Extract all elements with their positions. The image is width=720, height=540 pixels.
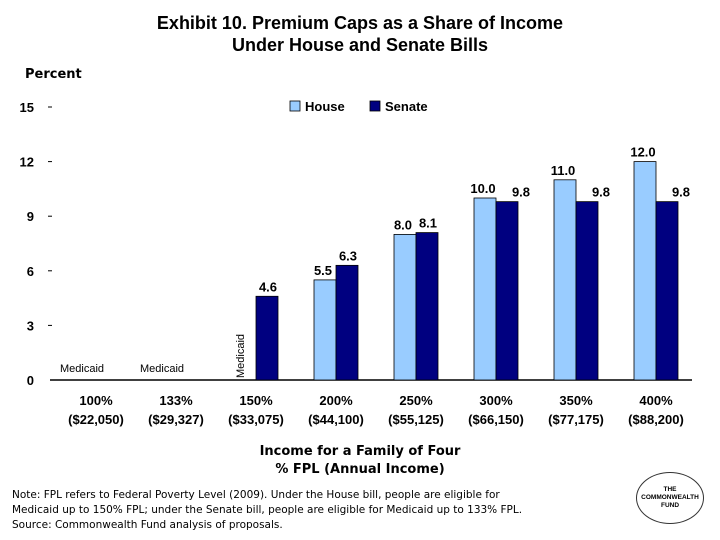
data-label-house: 10.0 bbox=[470, 181, 495, 196]
data-label-senate: 6.3 bbox=[339, 248, 357, 263]
x-tick-label-pct: 150% bbox=[239, 393, 273, 408]
data-label-house: 12.0 bbox=[630, 145, 655, 160]
data-label-senate: 9.8 bbox=[672, 185, 690, 200]
x-tick-label-income: ($33,075) bbox=[228, 412, 284, 427]
chart-title-line2: Under House and Senate Bills bbox=[231, 35, 489, 55]
bar-chart: 0 3 6 9 12 15 100% ($22,050) 133% ($29,327) 4.6 150… bbox=[20, 99, 692, 477]
bar-house bbox=[393, 233, 417, 381]
y-tick-label: 9 bbox=[27, 209, 34, 224]
bar-senate bbox=[655, 201, 679, 381]
x-tick-label-pct: 400% bbox=[639, 393, 673, 408]
y-tick-label: 15 bbox=[20, 100, 34, 115]
x-tick-label-income: ($22,050) bbox=[68, 412, 124, 427]
y-tick-label: 6 bbox=[27, 264, 34, 279]
legend-swatch-house bbox=[289, 100, 301, 112]
bar-house bbox=[313, 279, 337, 381]
x-tick-label-pct: 350% bbox=[559, 393, 593, 408]
data-label-house: 5.5 bbox=[314, 263, 332, 278]
y-axis-label: Percent bbox=[25, 67, 82, 82]
bar-senate bbox=[575, 201, 599, 381]
chart-title-line1: Exhibit 10. Premium Caps as a Share of I… bbox=[156, 13, 564, 33]
bar-senate bbox=[415, 232, 439, 381]
bar-senate bbox=[255, 295, 279, 381]
x-tick-label-income: ($29,327) bbox=[148, 412, 204, 427]
logo-text: THE COMMONWEALTH FUND bbox=[641, 486, 699, 509]
data-label-senate: 4.6 bbox=[259, 279, 277, 294]
medicaid-annotation: Medicaid bbox=[60, 363, 104, 375]
footnote-line2: Medicaid up to 150% FPL; under the Senat… bbox=[12, 504, 523, 516]
commonwealth-fund-logo: THE COMMONWEALTH FUND bbox=[636, 472, 704, 524]
bar-house bbox=[633, 161, 657, 381]
x-tick-label-pct: 100% bbox=[79, 393, 113, 408]
legend-swatch-senate bbox=[369, 100, 381, 112]
x-tick-label-income: ($55,125) bbox=[388, 412, 444, 427]
x-tick-label-pct: 133% bbox=[159, 393, 193, 408]
x-tick-label-pct: 200% bbox=[319, 393, 353, 408]
medicaid-annotation: Medicaid bbox=[235, 334, 247, 378]
footnote-source: Source: Commonwealth Fund analysis of pr… bbox=[12, 519, 283, 531]
data-label-senate: 9.8 bbox=[512, 185, 530, 200]
footnote-line1: Note: FPL refers to Federal Poverty Leve… bbox=[12, 489, 500, 501]
x-tick-label-income: ($77,175) bbox=[548, 412, 604, 427]
data-label-senate: 8.1 bbox=[419, 216, 437, 231]
x-tick-label-income: ($44,100) bbox=[308, 412, 364, 427]
y-tick-label: 0 bbox=[27, 373, 34, 388]
data-label-senate: 9.8 bbox=[592, 185, 610, 200]
x-axis-title-line1: Income for a Family of Four bbox=[260, 444, 461, 459]
bar-house bbox=[473, 197, 497, 381]
x-tick-label-income: ($66,150) bbox=[468, 412, 524, 427]
legend-label-senate: Senate bbox=[385, 99, 428, 114]
bar-senate bbox=[495, 201, 519, 381]
x-tick-label-income: ($88,200) bbox=[628, 412, 684, 427]
y-tick-label: 12 bbox=[20, 155, 34, 170]
data-label-house: 8.0 bbox=[394, 217, 412, 232]
bar-house bbox=[553, 179, 577, 381]
medicaid-annotation: Medicaid bbox=[140, 363, 184, 375]
legend-label-house: House bbox=[305, 99, 345, 114]
x-tick-label-pct: 300% bbox=[479, 393, 513, 408]
data-label-house: 11.0 bbox=[551, 163, 576, 178]
x-tick-label-pct: 250% bbox=[399, 393, 433, 408]
bar-senate bbox=[335, 264, 359, 381]
x-axis-title-line2: % FPL (Annual Income) bbox=[275, 462, 444, 477]
footnote: Note: FPL refers to Federal Poverty Leve… bbox=[12, 488, 572, 533]
y-tick-label: 3 bbox=[27, 318, 34, 333]
chart-title: Exhibit 10. Premium Caps as a Share of I… bbox=[0, 12, 720, 56]
